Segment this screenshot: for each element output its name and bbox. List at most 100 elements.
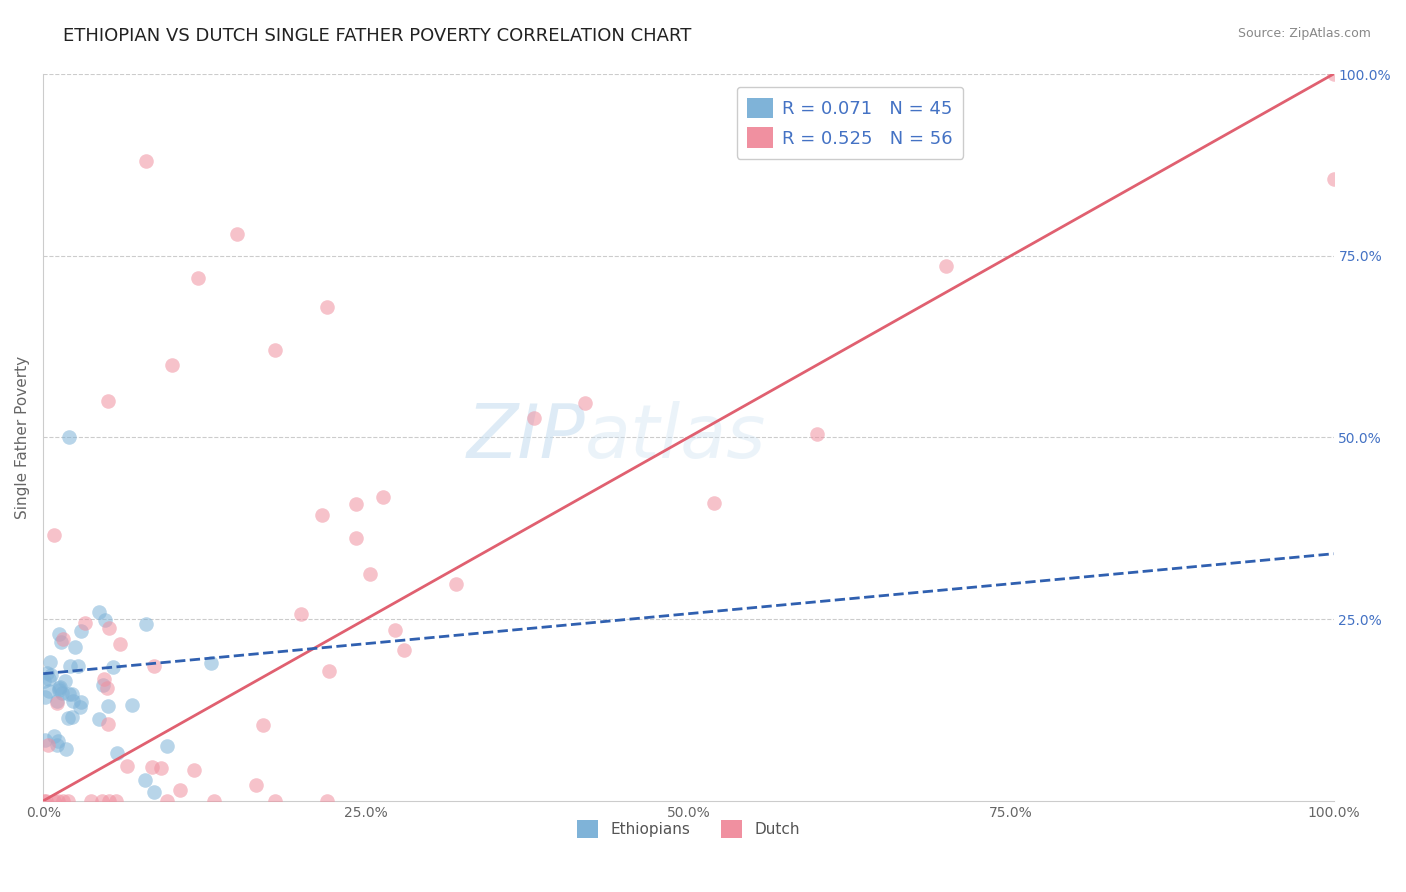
Point bbox=[38, 672, 60, 686]
Legend: Ethiopians, Dutch: Ethiopians, Dutch bbox=[571, 814, 806, 844]
Point bbox=[264, 794, 287, 808]
Point bbox=[143, 784, 166, 798]
Point bbox=[35, 794, 58, 808]
Point bbox=[67, 658, 90, 673]
Point bbox=[311, 508, 333, 522]
Point bbox=[155, 739, 177, 753]
Point bbox=[52, 632, 75, 646]
Point bbox=[58, 687, 80, 701]
Point bbox=[245, 777, 267, 791]
Point bbox=[51, 686, 73, 700]
Point bbox=[59, 659, 82, 673]
Point bbox=[135, 154, 157, 169]
Point bbox=[48, 626, 70, 640]
Point bbox=[96, 681, 118, 695]
Point bbox=[80, 794, 103, 808]
Point bbox=[48, 683, 70, 698]
Text: ZIP: ZIP bbox=[467, 401, 585, 474]
Point bbox=[290, 607, 312, 621]
Point bbox=[806, 427, 828, 442]
Point bbox=[108, 637, 131, 651]
Point bbox=[94, 613, 117, 627]
Point bbox=[202, 794, 225, 808]
Point bbox=[48, 681, 70, 695]
Point bbox=[53, 673, 76, 688]
Point bbox=[156, 794, 179, 808]
Point bbox=[97, 394, 120, 409]
Point bbox=[49, 635, 72, 649]
Point bbox=[32, 794, 55, 808]
Point bbox=[1322, 67, 1344, 81]
Point bbox=[574, 396, 596, 410]
Point bbox=[394, 643, 416, 657]
Point bbox=[444, 576, 467, 591]
Point bbox=[56, 794, 79, 808]
Point bbox=[97, 717, 120, 731]
Point bbox=[703, 495, 725, 509]
Text: ETHIOPIAN VS DUTCH SINGLE FATHER POVERTY CORRELATION CHART: ETHIOPIAN VS DUTCH SINGLE FATHER POVERTY… bbox=[63, 27, 692, 45]
Point bbox=[91, 794, 114, 808]
Point bbox=[58, 430, 80, 444]
Point bbox=[91, 678, 114, 692]
Point bbox=[39, 655, 62, 669]
Point bbox=[187, 270, 209, 285]
Point bbox=[1322, 171, 1344, 186]
Point bbox=[56, 710, 79, 724]
Point bbox=[46, 794, 69, 808]
Point bbox=[75, 616, 97, 631]
Point bbox=[522, 410, 544, 425]
Point bbox=[46, 733, 69, 747]
Point bbox=[316, 300, 339, 314]
Point bbox=[316, 794, 339, 808]
Point bbox=[49, 681, 72, 695]
Point bbox=[45, 739, 67, 753]
Point bbox=[121, 698, 143, 713]
Point bbox=[101, 660, 124, 674]
Point bbox=[38, 683, 60, 698]
Point bbox=[252, 718, 274, 732]
Point bbox=[39, 668, 62, 682]
Point bbox=[98, 621, 121, 635]
Point bbox=[69, 699, 91, 714]
Text: Source: ZipAtlas.com: Source: ZipAtlas.com bbox=[1237, 27, 1371, 40]
Point bbox=[384, 624, 406, 638]
Point bbox=[62, 694, 84, 708]
Point bbox=[371, 490, 394, 504]
Point bbox=[115, 759, 138, 773]
Point bbox=[70, 695, 93, 709]
Y-axis label: Single Father Poverty: Single Father Poverty bbox=[15, 356, 30, 519]
Point bbox=[37, 738, 59, 752]
Point bbox=[142, 659, 165, 673]
Point bbox=[42, 794, 65, 808]
Point bbox=[52, 794, 75, 808]
Point bbox=[65, 640, 87, 654]
Point bbox=[97, 698, 120, 713]
Point bbox=[160, 358, 183, 372]
Point bbox=[169, 783, 191, 797]
Point bbox=[93, 672, 115, 686]
Point bbox=[87, 712, 110, 726]
Point bbox=[104, 794, 127, 808]
Point bbox=[44, 528, 66, 542]
Point bbox=[344, 531, 367, 545]
Point bbox=[34, 733, 56, 747]
Point bbox=[318, 664, 340, 678]
Point bbox=[359, 566, 381, 581]
Point bbox=[32, 674, 55, 689]
Point bbox=[344, 497, 367, 511]
Point bbox=[97, 794, 120, 808]
Point bbox=[35, 665, 58, 680]
Point bbox=[200, 656, 222, 670]
Point bbox=[264, 343, 287, 358]
Point bbox=[46, 693, 69, 707]
Point bbox=[44, 729, 66, 743]
Point bbox=[55, 742, 77, 756]
Point bbox=[60, 710, 83, 724]
Point bbox=[225, 227, 247, 241]
Point bbox=[105, 746, 128, 760]
Point bbox=[183, 763, 205, 777]
Point bbox=[134, 772, 156, 787]
Point bbox=[141, 760, 163, 774]
Point bbox=[135, 616, 157, 631]
Point bbox=[60, 686, 83, 700]
